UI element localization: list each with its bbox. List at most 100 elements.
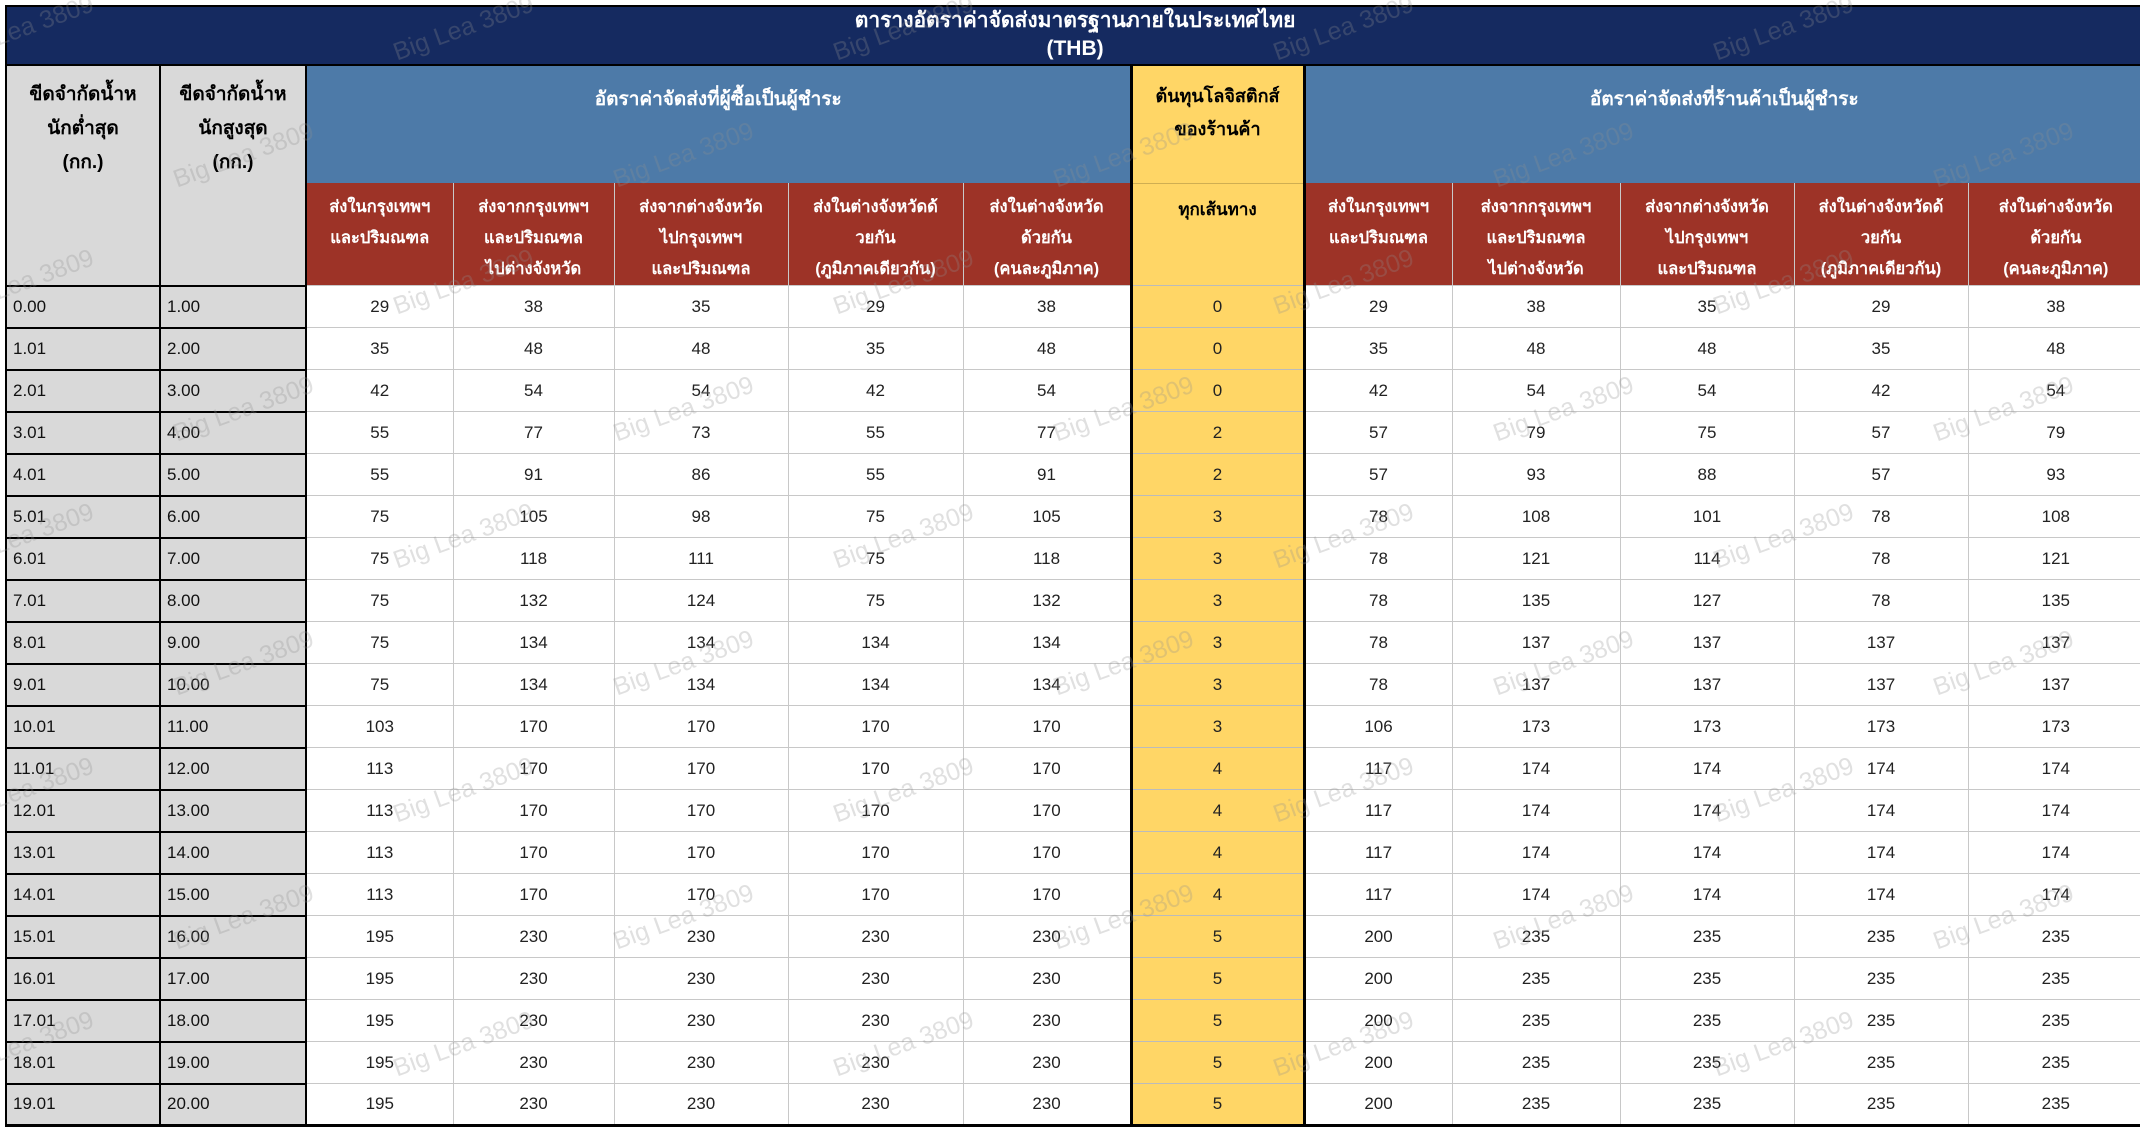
buyer-rate-cell: 35 — [305, 327, 454, 371]
seller-rate-cell: 235 — [1793, 915, 1969, 959]
buyer-rate-cell: 118 — [962, 537, 1132, 581]
min-weight-cell: 15.01 — [5, 914, 161, 959]
seller-rate-cell: 137 — [1451, 621, 1621, 665]
seller-rate-cell: 174 — [1967, 789, 2140, 833]
seller-rate-cell: 235 — [1451, 957, 1621, 1001]
max-weight-cell: 9.00 — [159, 620, 307, 665]
seller-rate-cell: 235 — [1793, 957, 1969, 1001]
seller-rate-cell: 174 — [1451, 747, 1621, 791]
table-row: 7.01 8.00 75 132 124 75 132 3 78 135 127 78 135 — [5, 578, 2140, 623]
buyer-rate-cell: 77 — [452, 411, 615, 455]
shipping-rate-table: ตารางอัตราค่าจัดส่งมาตรฐานภายในประเทศไทย… — [4, 5, 2140, 1127]
buyer-rate-cell: 75 — [305, 621, 454, 665]
buyer-rate-cell: 35 — [613, 285, 789, 329]
seller-rate-cell: 117 — [1303, 831, 1453, 875]
buyer-rate-cell: 170 — [452, 705, 615, 749]
buyer-rate-cell: 195 — [305, 915, 454, 959]
logistics-cost-cell: 3 — [1129, 621, 1306, 665]
seller-rate-cell: 121 — [1967, 537, 2140, 581]
seller-rate-cell: 235 — [1451, 999, 1621, 1043]
seller-rate-cell: 38 — [1967, 285, 2140, 329]
table-row: 2.01 3.00 42 54 54 42 54 0 42 54 54 42 54 — [5, 368, 2140, 413]
table-row: 5.01 6.00 75 105 98 75 105 3 78 108 101 78 108 — [5, 494, 2140, 539]
seller-rate-cell: 137 — [1967, 663, 2140, 707]
buyer-rate-cell: 230 — [962, 1083, 1132, 1127]
seller-rate-cell: 200 — [1303, 915, 1453, 959]
buyer-rate-cell: 29 — [787, 285, 964, 329]
seller-rate-cell: 174 — [1451, 873, 1621, 917]
buyer-rate-cell: 103 — [305, 705, 454, 749]
buyer-rate-cell: 230 — [787, 957, 964, 1001]
seller-rate-cell: 235 — [1793, 1041, 1969, 1085]
seller-rate-cell: 78 — [1793, 537, 1969, 581]
table-row: 13.01 14.00 113 170 170 170 170 4 117 174 174 174 17… — [5, 830, 2140, 875]
max-weight-cell: 13.00 — [159, 788, 307, 833]
subheader-seller-route-cross-region: ส่งในต่างจังหวัด ด้วยกัน (คนละภูมิภาค) — [1967, 183, 2140, 287]
seller-rate-cell: 121 — [1451, 537, 1621, 581]
seller-rate-cell: 235 — [1619, 999, 1795, 1043]
seller-rate-cell: 117 — [1303, 747, 1453, 791]
table-row: 0.00 1.00 29 38 35 29 38 0 29 38 35 29 38 — [5, 284, 2140, 329]
logistics-cost-cell: 0 — [1129, 369, 1306, 413]
seller-rate-cell: 173 — [1619, 705, 1795, 749]
table-row: 6.01 7.00 75 118 111 75 118 3 78 121 114 78 121 — [5, 536, 2140, 581]
min-weight-cell: 14.01 — [5, 872, 161, 917]
buyer-rate-cell: 230 — [962, 915, 1132, 959]
seller-rate-cell: 200 — [1303, 999, 1453, 1043]
seller-rate-cell: 108 — [1967, 495, 2140, 539]
seller-rate-cell: 93 — [1451, 453, 1621, 497]
buyer-rate-cell: 170 — [962, 705, 1132, 749]
buyer-rate-cell: 134 — [962, 663, 1132, 707]
table-row: 3.01 4.00 55 77 73 55 77 2 57 79 75 57 79 — [5, 410, 2140, 455]
table-row: 1.01 2.00 35 48 48 35 48 0 35 48 48 35 48 — [5, 326, 2140, 371]
subheader-seller-route-province-to-bkk: ส่งจากต่างจังหวัด ไปกรุงเทพฯ และปริมณฑล — [1619, 183, 1795, 287]
buyer-rate-cell: 132 — [452, 579, 615, 623]
buyer-rate-cell: 170 — [787, 831, 964, 875]
buyer-rate-cell: 75 — [787, 495, 964, 539]
buyer-rate-cell: 134 — [787, 663, 964, 707]
buyer-rate-cell: 230 — [452, 1041, 615, 1085]
seller-rate-cell: 88 — [1619, 453, 1795, 497]
seller-rate-cell: 174 — [1619, 873, 1795, 917]
table-title-line1: ตารางอัตราค่าจัดส่งมาตรฐานภายในประเทศไทย — [854, 9, 1296, 32]
buyer-rate-cell: 230 — [613, 1083, 789, 1127]
seller-rate-cell: 174 — [1451, 789, 1621, 833]
buyer-rate-cell: 105 — [962, 495, 1132, 539]
seller-rate-cell: 174 — [1793, 873, 1969, 917]
seller-rate-cell: 173 — [1793, 705, 1969, 749]
buyer-rate-cell: 75 — [305, 537, 454, 581]
seller-rate-cell: 57 — [1303, 453, 1453, 497]
max-weight-cell: 11.00 — [159, 704, 307, 749]
seller-rate-cell: 137 — [1451, 663, 1621, 707]
seller-rate-cell: 137 — [1967, 621, 2140, 665]
buyer-rate-cell: 230 — [452, 1083, 615, 1127]
table-row: 14.01 15.00 113 170 170 170 170 4 117 174 174 174 17… — [5, 872, 2140, 917]
seller-rate-cell: 174 — [1451, 831, 1621, 875]
buyer-rate-cell: 134 — [452, 663, 615, 707]
table-row: 8.01 9.00 75 134 134 134 134 3 78 137 137 137 137 — [5, 620, 2140, 665]
table-row: 15.01 16.00 195 230 230 230 230 5 200 235 235 235 23… — [5, 914, 2140, 959]
table-row: 17.01 18.00 195 230 230 230 230 5 200 235 235 235 23… — [5, 998, 2140, 1043]
buyer-rate-cell: 55 — [787, 411, 964, 455]
seller-rate-cell: 78 — [1303, 537, 1453, 581]
subheader-buyer-route-bkk-to-province: ส่งจากกรุงเทพฯ และปริมณฑล ไปต่างจังหวัด — [452, 183, 615, 287]
seller-rate-cell: 29 — [1793, 285, 1969, 329]
max-weight-cell: 20.00 — [159, 1082, 307, 1127]
min-weight-cell: 6.01 — [5, 536, 161, 581]
buyer-rate-cell: 86 — [613, 453, 789, 497]
rate-table-body: 0.00 1.00 29 38 35 29 38 0 29 38 35 29 38 1.01 2.00 35 4… — [5, 284, 2140, 1127]
subheader-buyer-route-same-region: ส่งในต่างจังหวัดด้ วยกัน (ภูมิภาคเดียวกั… — [787, 183, 964, 287]
subheader-seller-route-bkk-to-province: ส่งจากกรุงเทพฯ และปริมณฑล ไปต่างจังหวัด — [1451, 183, 1621, 287]
max-weight-cell: 7.00 — [159, 536, 307, 581]
buyer-rate-cell: 170 — [613, 873, 789, 917]
table-row: 4.01 5.00 55 91 86 55 91 2 57 93 88 57 93 — [5, 452, 2140, 497]
buyer-rate-cell: 98 — [613, 495, 789, 539]
seller-rate-cell: 42 — [1303, 369, 1453, 413]
buyer-rate-cell: 42 — [787, 369, 964, 413]
seller-rate-cell: 79 — [1451, 411, 1621, 455]
min-weight-cell: 3.01 — [5, 410, 161, 455]
table-title: ตารางอัตราค่าจัดส่งมาตรฐานภายในประเทศไทย… — [4, 5, 2140, 66]
header-logistics-cost-group: ต้นทุนโลจิสติกส์ ของร้านค้า — [1129, 64, 1306, 184]
buyer-rate-cell: 230 — [787, 1041, 964, 1085]
min-weight-cell: 13.01 — [5, 830, 161, 875]
